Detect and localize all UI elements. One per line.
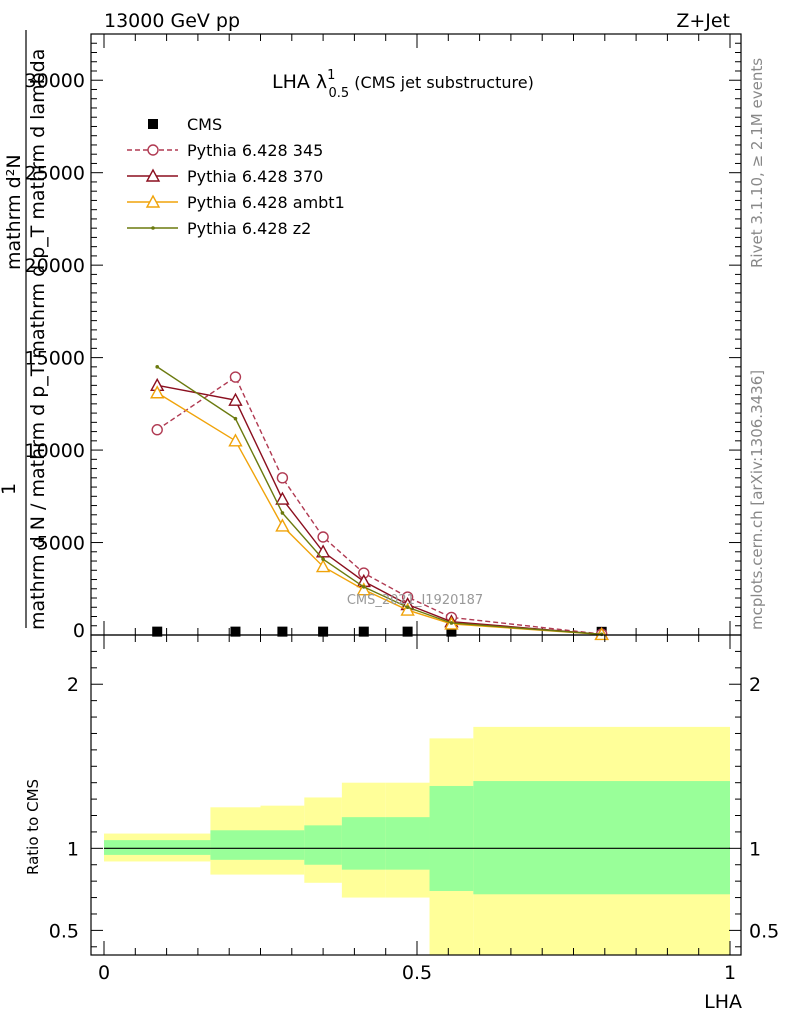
legend-marker bbox=[145, 194, 161, 208]
legend-item: Pythia 6.428 370 bbox=[127, 167, 323, 186]
main-ytick-label: 30000 bbox=[25, 70, 85, 92]
ratio-band-inner-0 bbox=[104, 840, 211, 855]
series-line-4 bbox=[156, 366, 602, 636]
series-4-point bbox=[405, 605, 410, 610]
legend-label: CMS bbox=[187, 115, 222, 134]
series-4-point bbox=[361, 585, 366, 589]
series-1-point bbox=[151, 424, 163, 436]
legend: CMS Pythia 6.428 345 Pythia 6.428 370 Pythi… bbox=[127, 115, 345, 238]
ratio-band-inner-3 bbox=[304, 825, 342, 865]
rivet-info: Rivet 3.1.10, ≥ 2.1M events bbox=[748, 58, 766, 268]
legend-item: CMS bbox=[148, 115, 222, 134]
legend-marker bbox=[151, 226, 155, 230]
legend-label: Pythia 6.428 z2 bbox=[187, 219, 311, 238]
ratio-ytick-label-left: 0.5 bbox=[49, 920, 79, 942]
ratio-band-inner-5 bbox=[385, 817, 430, 870]
series-line-3 bbox=[156, 392, 602, 636]
series-1-point bbox=[229, 371, 242, 383]
ratio-ytick-label-right: 1 bbox=[749, 838, 761, 860]
ratio-ytick-label-left: 2 bbox=[67, 674, 79, 696]
ratio-frame bbox=[90, 634, 742, 956]
series-2-point bbox=[315, 544, 331, 558]
legend-item: Pythia 6.428 z2 bbox=[127, 219, 311, 238]
series-1-point bbox=[276, 472, 289, 484]
series-0-point bbox=[446, 626, 457, 637]
ratio-band-inner-1 bbox=[210, 830, 261, 860]
plot-title-suffix: (CMS jet substructure) bbox=[349, 73, 534, 92]
series-4-point bbox=[280, 511, 285, 515]
series-4-point bbox=[449, 621, 454, 625]
ratio-ytick-label-left: 1 bbox=[67, 838, 79, 860]
main-ytick-label: 5000 bbox=[37, 533, 85, 555]
ratio-xtick-label: 1 bbox=[724, 962, 736, 984]
series-0-point bbox=[152, 626, 163, 637]
ratio-band-inner-6 bbox=[429, 785, 474, 891]
main-ytick-label: 10000 bbox=[25, 440, 85, 462]
series-3-point bbox=[400, 602, 415, 616]
ylabel-top: mathrm d²N bbox=[3, 154, 25, 270]
ratio-band-inner-4 bbox=[341, 817, 386, 870]
legend-item: Pythia 6.428 345 bbox=[127, 141, 323, 160]
series-4-point bbox=[155, 365, 160, 369]
series-2-point bbox=[228, 392, 243, 406]
ylabel-numerator: 1 bbox=[0, 483, 20, 495]
watermark: CMS_2021_I1920187 bbox=[347, 593, 483, 608]
series-3-point bbox=[228, 433, 243, 447]
series-0-point bbox=[402, 626, 413, 637]
series-3-point bbox=[356, 582, 371, 596]
main-ytick-label: 20000 bbox=[25, 255, 85, 277]
legend-marker bbox=[145, 168, 161, 182]
series-2-point bbox=[275, 491, 290, 505]
ratio-panel: 0 0.5 1 0.5 0.5 1 1 2 2 bbox=[49, 634, 779, 984]
series-3-point bbox=[275, 518, 290, 532]
ylabel-bottom: mathrm d N / mathrm d p_T mathrm d p_T m… bbox=[27, 49, 49, 630]
legend-label: Pythia 6.428 ambt1 bbox=[187, 193, 345, 212]
ratio-ytick-label-right: 0.5 bbox=[749, 920, 779, 942]
legend-label: Pythia 6.428 345 bbox=[187, 141, 323, 160]
legend-marker bbox=[147, 144, 159, 156]
ratio-band-inner-2 bbox=[260, 830, 305, 860]
legend-marker bbox=[148, 119, 158, 129]
ratio-ylabel: Ratio to CMS bbox=[24, 779, 42, 875]
ratio-ytick-label-right: 2 bbox=[749, 674, 761, 696]
ratio-xtick-label: 0.5 bbox=[402, 962, 432, 984]
series-line-1 bbox=[156, 375, 602, 635]
main-ytick-label: 25000 bbox=[25, 163, 85, 185]
series-1 bbox=[151, 371, 608, 640]
legend-item: Pythia 6.428 ambt1 bbox=[127, 193, 345, 212]
main-ylabel: mathrm d²N mathrm d N / mathrm d p_T mat… bbox=[0, 30, 49, 630]
mcplots-info: mcplots.cern.ch [arXiv:1306.3436] bbox=[748, 370, 766, 630]
series-line-2 bbox=[157, 384, 602, 635]
series-0-point bbox=[277, 626, 288, 637]
header-left: 13000 GeV pp bbox=[104, 10, 240, 32]
series-0-point bbox=[230, 626, 241, 637]
series-4-point bbox=[321, 557, 325, 561]
plot-title-sup: 1 bbox=[327, 68, 335, 83]
series-4 bbox=[155, 365, 604, 637]
ratio-xtick-label: 0 bbox=[98, 962, 110, 984]
plot-title-main: LHA λ bbox=[272, 71, 327, 93]
series-3-point bbox=[150, 385, 165, 399]
plot-title: LHA λ1 0.5 (CMS jet substructure) bbox=[272, 68, 534, 101]
main-panel: 5000 10000 15000 20000 25000 30000 0 bbox=[25, 33, 742, 642]
series-0-point bbox=[358, 626, 369, 637]
xlabel: LHA bbox=[704, 991, 742, 1013]
header-right: Z+Jet bbox=[676, 10, 730, 32]
ratio-band-inner-7 bbox=[473, 781, 730, 895]
main-ytick-label: 15000 bbox=[25, 348, 85, 370]
main-ytick-label-zero: 0 bbox=[73, 620, 85, 642]
series-0-point bbox=[318, 626, 329, 637]
series-3-point bbox=[315, 559, 331, 573]
series-4-point bbox=[233, 416, 238, 421]
plot-title-sub: 0.5 bbox=[328, 86, 349, 101]
series-4-point bbox=[599, 632, 604, 637]
legend-label: Pythia 6.428 370 bbox=[187, 167, 323, 186]
series-1-point bbox=[317, 531, 329, 543]
